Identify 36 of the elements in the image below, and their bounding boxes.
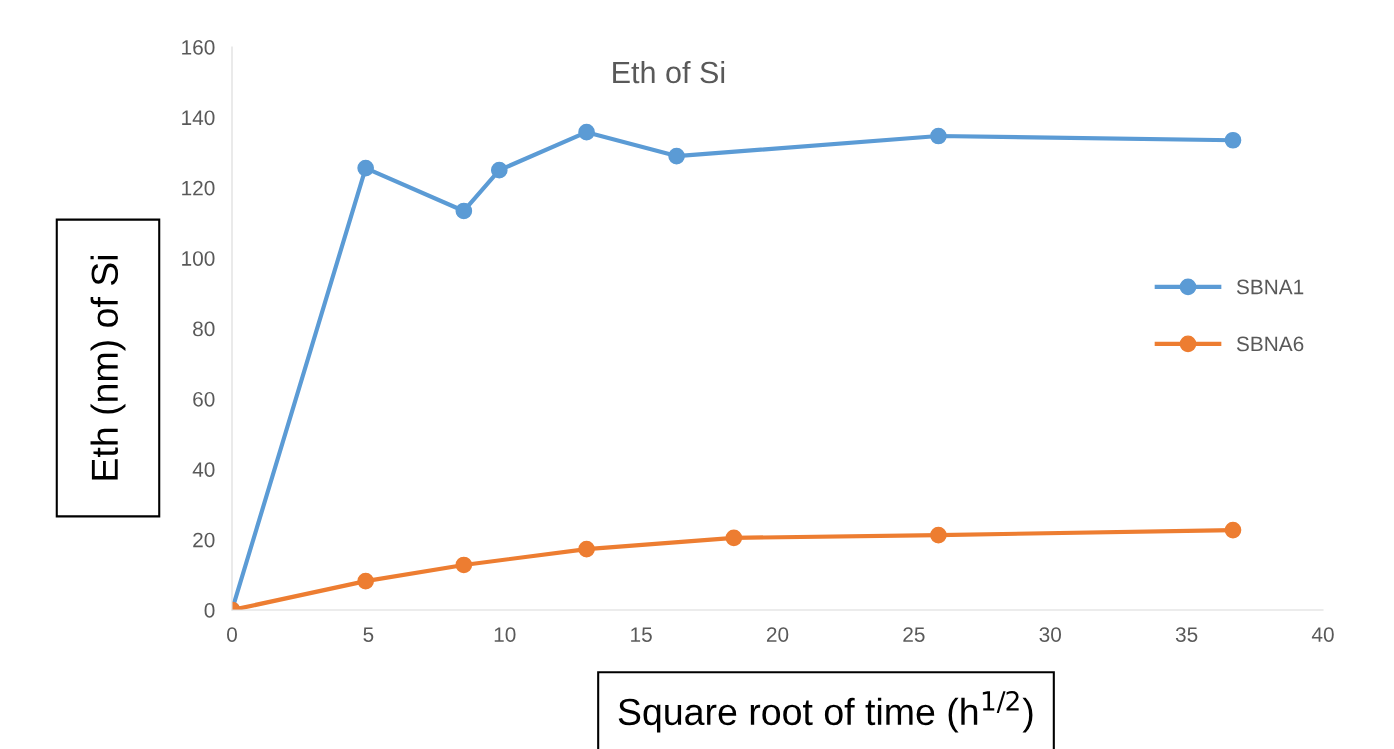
point (490, 161, 508, 179)
legend-label: SBNA6 (1236, 336, 1304, 352)
point (455, 556, 473, 574)
point (455, 202, 473, 220)
point (930, 526, 947, 544)
x-tick-label: 15 (631, 627, 652, 642)
y-tick-label: 100 (182, 251, 215, 266)
x-axis-title: Square root of time (h$^{1/2}$) (618, 691, 1033, 733)
y-tick-label: 60 (193, 391, 215, 407)
point (357, 572, 374, 590)
point (578, 123, 595, 141)
y-tick-label: 20 (193, 532, 215, 548)
x-tick-label: 30 (1039, 627, 1062, 642)
y-tick-label: 160 (182, 40, 215, 55)
y-tick-label: 0 (204, 603, 215, 618)
point (668, 147, 685, 165)
y-tick-label: 40 (192, 462, 215, 477)
point (725, 529, 743, 547)
point (930, 127, 947, 145)
x-tick-label: 20 (766, 627, 789, 642)
point (357, 159, 374, 177)
point (578, 540, 595, 558)
point (1224, 521, 1242, 539)
legend-label: SBNA1 (1236, 279, 1304, 295)
x-tick-label: 25 (903, 627, 925, 642)
y-tick-label: 140 (182, 110, 215, 126)
x-tick-label: 0 (227, 627, 237, 642)
y-tick-label: 80 (193, 321, 215, 337)
x-tick-label: 35 (1175, 627, 1198, 642)
x-tick-label: 40 (1311, 627, 1334, 642)
chart-title: Eth of Si (613, 60, 725, 84)
point (1224, 131, 1242, 149)
y-axis-title: Eth (nm) of Si (90, 255, 126, 480)
x-tick-label: 5 (363, 627, 374, 642)
y-tick-label: 120 (182, 180, 215, 196)
x-tick-label: 10 (494, 627, 516, 642)
